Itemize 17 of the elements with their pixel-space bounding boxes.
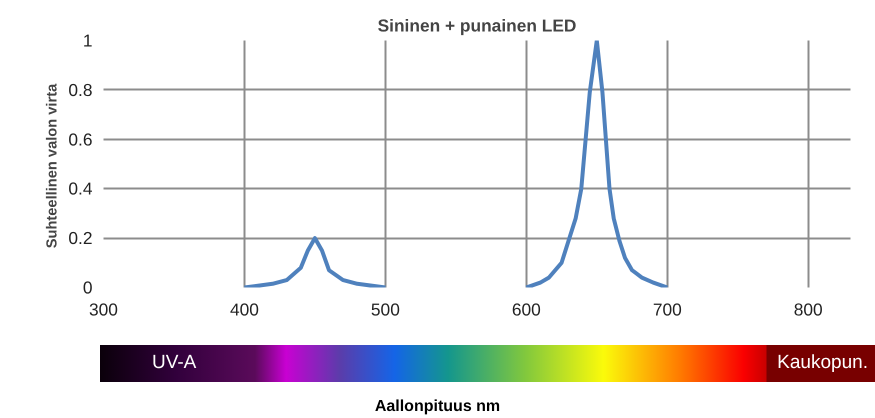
x-tick-label: 600	[512, 300, 541, 320]
y-tick-label: 0.6	[68, 129, 93, 150]
y-tick-label: 0	[82, 278, 93, 298]
x-axis-title: Aallonpituus nm	[374, 397, 502, 417]
x-tick-label: 700	[652, 300, 682, 320]
y-tick-label: 0.2	[68, 228, 93, 248]
chart-title: Sininen + punainen LED	[378, 16, 576, 36]
text: UV-A	[152, 351, 196, 375]
y-tick-label: 0.8	[68, 80, 93, 100]
y-axis-title: Suhteellinen valon virta	[44, 82, 60, 248]
x-tick-label: 800	[794, 300, 823, 320]
x-tick-label: 400	[230, 300, 259, 320]
x-tick-label: 500	[370, 300, 400, 320]
text: Kaukopun.	[777, 351, 868, 375]
y-tick-label: 1	[82, 30, 93, 50]
x-tick-label: 300	[89, 300, 118, 320]
y-tick-label: 0.4	[68, 178, 93, 199]
